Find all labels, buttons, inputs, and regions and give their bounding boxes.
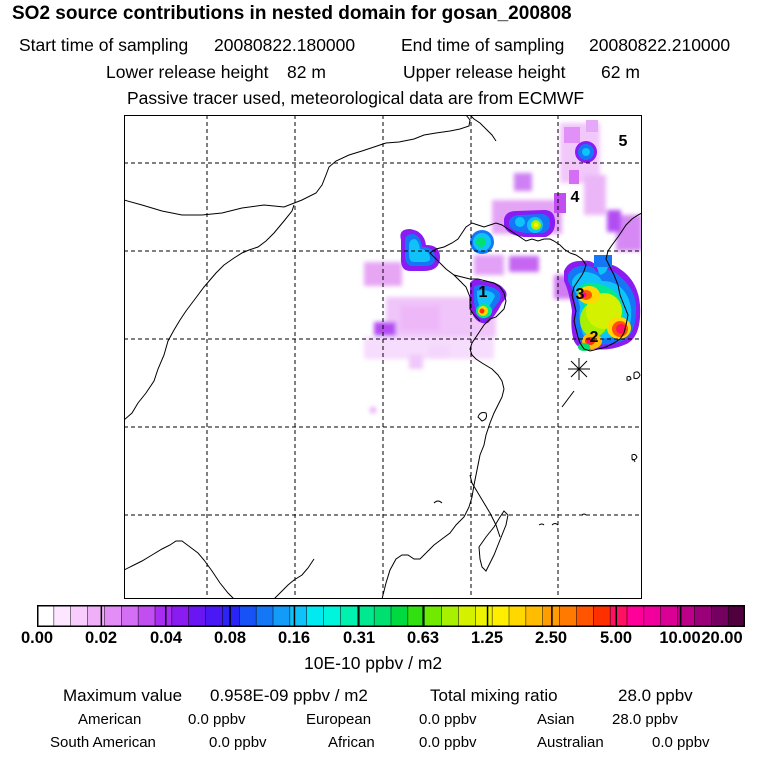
colorbar-tick-3: 0.08	[213, 629, 247, 647]
map-frame	[124, 115, 642, 599]
contribution-map: 1 2 3 4 5	[124, 115, 642, 599]
colorbar-tick-5: 0.31	[342, 629, 376, 647]
plume-korea	[564, 255, 641, 351]
colorbar-cell	[323, 605, 342, 627]
upper-release-label: Upper release height	[403, 62, 566, 82]
colorbar-tick-11: 20.00	[701, 629, 743, 647]
colorbar-cell	[239, 605, 257, 627]
colorbar-cell	[458, 605, 477, 627]
region-asian-value: 28.0 ppbv	[612, 711, 678, 728]
colorbar-cell	[104, 605, 123, 627]
colorbar-cell	[424, 605, 443, 627]
start-time-value: 20080822.180000	[214, 35, 356, 55]
colorbar-major-ticks	[100, 605, 682, 627]
receptor-asterisk-icon	[568, 358, 590, 380]
plume-shandong	[469, 279, 507, 324]
lat-lon-grid	[124, 115, 642, 599]
plume-5	[564, 120, 598, 163]
colorbar-cell	[559, 605, 578, 627]
region-african-value: 0.0 ppbv	[419, 734, 477, 751]
colorbar-cell	[508, 605, 527, 627]
end-time-label: End time of sampling	[401, 35, 565, 55]
colorbar-cell	[222, 605, 241, 627]
colorbar-cell	[525, 605, 544, 627]
colorbar-cell	[475, 605, 493, 627]
plume-4	[504, 170, 579, 237]
upper-release-value: 62 m	[601, 62, 640, 82]
colorbar-cell	[643, 605, 662, 627]
colorbar-cell	[255, 605, 274, 627]
total-mixing-ratio-value: 28.0 ppbv	[618, 686, 693, 705]
colorbar-cell	[137, 605, 156, 627]
colorbar-cell	[711, 605, 729, 627]
region-american-value: 0.0 ppbv	[188, 711, 246, 728]
lower-release-label: Lower release height	[106, 62, 269, 82]
lower-release-value: 82 m	[287, 62, 326, 82]
colorbar-cell	[37, 605, 55, 627]
source-labels: 1 2 3 4 5	[479, 133, 628, 346]
colorbar-cell	[727, 605, 745, 627]
colorbar-tick-7: 1.25	[470, 629, 504, 647]
max-value: 0.958E-09 ppbv / m2	[210, 686, 368, 705]
colorbar-cell	[87, 605, 106, 627]
colorbar-cell	[576, 605, 595, 627]
colorbar-cell	[121, 605, 139, 627]
region-south-american-value: 0.0 ppbv	[209, 734, 267, 751]
colorbar-cell	[660, 605, 679, 627]
colorbar-cell	[441, 605, 460, 627]
colorbar-cell	[593, 605, 611, 627]
source-label-1: 1	[479, 284, 488, 301]
region-american-label: American	[78, 711, 142, 728]
region-european-label: European	[306, 711, 372, 728]
colorbar-cell	[188, 605, 207, 627]
source-label-3: 3	[576, 286, 585, 303]
colorbar-tick-1: 0.02	[84, 629, 118, 647]
colorbar-cell	[205, 605, 224, 627]
colorbar-cell	[171, 605, 190, 627]
tracer-note: Passive tracer used, meteorological data…	[127, 88, 585, 108]
plume-coastal-small	[470, 230, 494, 254]
colorbar-cell	[272, 605, 291, 627]
colorbar-cell	[154, 605, 173, 627]
colorbar-cell	[70, 605, 89, 627]
colorbar-cell	[357, 605, 375, 627]
region-african-label: African	[328, 734, 375, 751]
colorbar-cell	[694, 605, 713, 627]
colorbar-cell	[340, 605, 359, 627]
colorbar-tick-8: 2.50	[534, 629, 568, 647]
colorbar-unit: 10E-10 ppbv / m2	[304, 653, 443, 673]
colorbar-cell	[289, 605, 308, 627]
colorbar-cells	[37, 605, 745, 627]
total-mixing-ratio-label: Total mixing ratio	[430, 686, 558, 705]
colorbar-cell	[626, 605, 645, 627]
colorbar-tick-2: 0.04	[149, 629, 183, 647]
colorbar-frame	[37, 605, 745, 627]
colorbar-tick-0: 0.00	[20, 629, 54, 647]
region-asian-label: Asian	[537, 711, 575, 728]
page-title: SO2 source contributions in nested domai…	[12, 3, 572, 24]
source-label-5: 5	[619, 133, 628, 150]
region-european-value: 0.0 ppbv	[419, 711, 477, 728]
colorbar-tick-4: 0.16	[277, 629, 311, 647]
max-value-label: Maximum value	[63, 686, 183, 705]
colorbar-cell	[491, 605, 510, 627]
start-time-label: Start time of sampling	[19, 35, 189, 55]
colorbar-tick-9: 5.00	[599, 629, 633, 647]
colorbar-tick-10: 10.00	[659, 629, 701, 647]
end-time-value: 20080822.210000	[589, 35, 731, 55]
colorbar-tick-6: 0.63	[406, 629, 440, 647]
source-label-2: 2	[590, 329, 599, 346]
region-australian-label: Australian	[537, 734, 604, 751]
colorbar-cell	[390, 605, 409, 627]
region-australian-value: 0.0 ppbv	[652, 734, 710, 751]
colorbar-cell	[306, 605, 325, 627]
source-label-4: 4	[571, 189, 580, 206]
colorbar	[37, 605, 745, 627]
colorbar-cell	[609, 605, 628, 627]
region-south-american-label: South American	[50, 734, 156, 751]
colorbar-cell	[373, 605, 392, 627]
colorbar-cell	[53, 605, 72, 627]
